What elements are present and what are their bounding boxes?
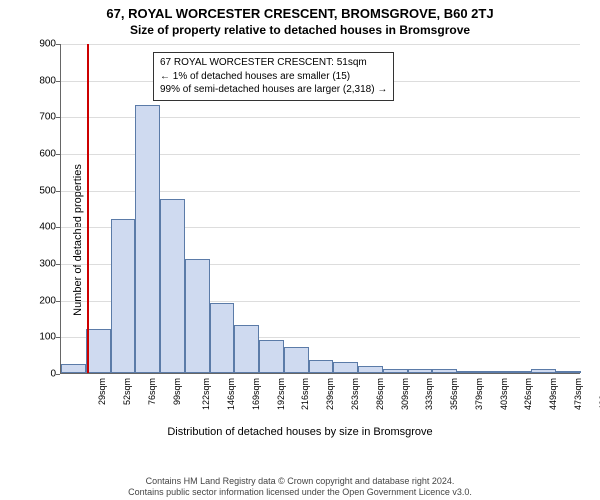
histogram-bar bbox=[61, 364, 86, 373]
page-title: 67, ROYAL WORCESTER CRESCENT, BROMSGROVE… bbox=[0, 6, 600, 21]
footer: Contains HM Land Registry data © Crown c… bbox=[0, 476, 600, 499]
x-tick-label: 449sqm bbox=[548, 378, 558, 410]
x-tick-label: 309sqm bbox=[400, 378, 410, 410]
histogram-bar bbox=[160, 199, 185, 373]
y-tick-label: 200 bbox=[30, 295, 56, 306]
histogram-bar bbox=[556, 371, 581, 373]
y-tick-label: 700 bbox=[30, 112, 56, 123]
y-tick-label: 300 bbox=[30, 259, 56, 270]
title-block: 67, ROYAL WORCESTER CRESCENT, BROMSGROVE… bbox=[0, 0, 600, 37]
histogram-bar bbox=[284, 347, 309, 373]
x-tick-label: 403sqm bbox=[499, 378, 509, 410]
histogram-bar bbox=[309, 360, 334, 373]
y-tick-label: 500 bbox=[30, 185, 56, 196]
x-tick-label: 473sqm bbox=[573, 378, 583, 410]
histogram-bar bbox=[482, 371, 507, 373]
x-axis-label: Distribution of detached houses by size … bbox=[0, 426, 600, 438]
x-tick-label: 356sqm bbox=[449, 378, 459, 410]
x-tick-label: 99sqm bbox=[172, 378, 182, 405]
y-tick-label: 800 bbox=[30, 75, 56, 86]
footer-line-2: Contains public sector information licen… bbox=[0, 487, 600, 498]
x-tick-label: 192sqm bbox=[276, 378, 286, 410]
info-line-3: 99% of semi-detached houses are larger (… bbox=[160, 83, 387, 97]
x-tick-label: 239sqm bbox=[325, 378, 335, 410]
page-subtitle: Size of property relative to detached ho… bbox=[0, 23, 600, 37]
histogram-bar bbox=[185, 259, 210, 373]
y-tick-label: 600 bbox=[30, 149, 56, 160]
histogram-bar bbox=[457, 371, 482, 373]
x-tick-label: 286sqm bbox=[375, 378, 385, 410]
x-tick-label: 52sqm bbox=[122, 378, 132, 405]
histogram-bar bbox=[383, 369, 408, 373]
y-tick-label: 900 bbox=[30, 39, 56, 50]
histogram-bar bbox=[358, 366, 383, 373]
x-tick-label: 122sqm bbox=[201, 378, 211, 410]
x-tick-label: 333sqm bbox=[424, 378, 434, 410]
histogram-bar bbox=[111, 219, 136, 373]
grid-line bbox=[61, 44, 580, 45]
x-tick-label: 379sqm bbox=[474, 378, 484, 410]
y-tick-label: 0 bbox=[30, 369, 56, 380]
info-line-2: ← 1% of detached houses are smaller (15) bbox=[160, 70, 387, 84]
x-tick-label: 426sqm bbox=[523, 378, 533, 410]
reference-line-marker bbox=[87, 44, 89, 373]
info-line-1: 67 ROYAL WORCESTER CRESCENT: 51sqm bbox=[160, 56, 387, 70]
x-tick-label: 146sqm bbox=[226, 378, 236, 410]
histogram-bar bbox=[507, 371, 532, 373]
y-tick-label: 400 bbox=[30, 222, 56, 233]
histogram-bar bbox=[259, 340, 284, 373]
info-box: 67 ROYAL WORCESTER CRESCENT: 51sqm ← 1% … bbox=[153, 52, 394, 101]
x-tick-label: 169sqm bbox=[251, 378, 261, 410]
histogram-bar bbox=[135, 105, 160, 373]
x-tick-label: 29sqm bbox=[97, 378, 107, 405]
y-tick-mark bbox=[56, 374, 60, 375]
histogram-bar bbox=[234, 325, 259, 373]
plot-area: 67 ROYAL WORCESTER CRESCENT: 51sqm ← 1% … bbox=[60, 44, 580, 374]
y-tick-label: 100 bbox=[30, 332, 56, 343]
x-tick-label: 263sqm bbox=[350, 378, 360, 410]
chart-container: Number of detached properties 0100200300… bbox=[0, 40, 600, 440]
histogram-bar bbox=[210, 303, 235, 373]
histogram-bar bbox=[408, 369, 433, 373]
histogram-bar bbox=[86, 329, 111, 373]
footer-line-1: Contains HM Land Registry data © Crown c… bbox=[0, 476, 600, 487]
histogram-bar bbox=[333, 362, 358, 373]
histogram-bar bbox=[432, 369, 457, 373]
histogram-bar bbox=[531, 369, 556, 373]
x-tick-label: 216sqm bbox=[301, 378, 311, 410]
x-tick-label: 76sqm bbox=[147, 378, 157, 405]
